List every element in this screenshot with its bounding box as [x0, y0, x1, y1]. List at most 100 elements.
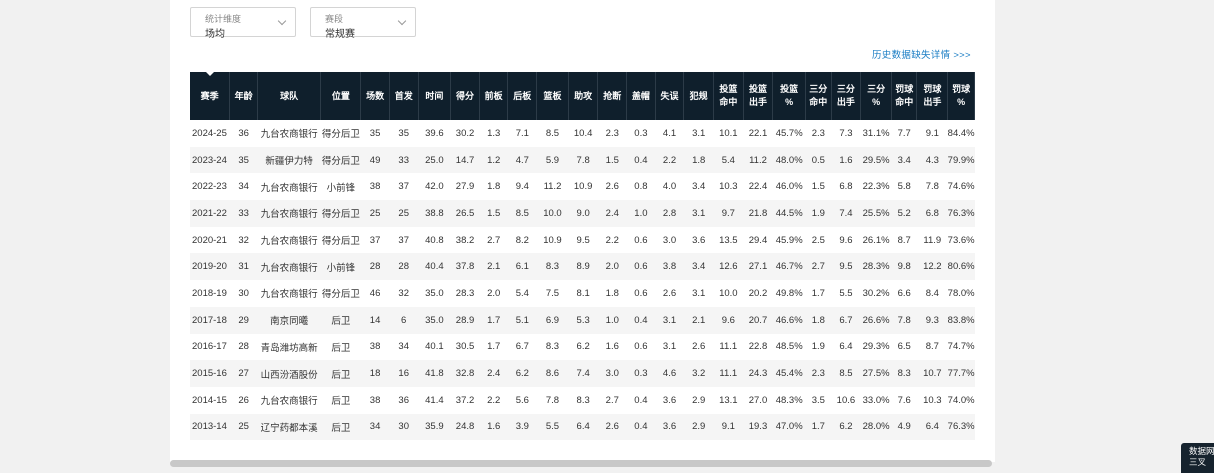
table-cell: 2.6 — [662, 287, 677, 299]
table-cell: 小前锋 — [326, 182, 356, 194]
horizontal-scrollbar[interactable] — [170, 460, 992, 467]
column-header[interactable]: 首发 — [389, 72, 419, 120]
table-cell: 22.3% — [862, 181, 890, 193]
table-cell: 27.0 — [748, 394, 768, 406]
column-header[interactable]: 抢断 — [597, 72, 628, 120]
column-header[interactable]: 后板 — [507, 72, 538, 120]
table-header-row: 赛季 年龄 球队 位置 场数 首发 时间 得分 前板 后板 篮板 助攻 抢断 盖帽 失误 犯规 投篮 命中 投篮 出手… — [190, 71, 975, 120]
column-header[interactable]: 位置 — [320, 72, 362, 120]
history-missing-data-link[interactable]: 历史数据缺失详情 >>> — [872, 50, 971, 61]
table-cell: 10.1 — [719, 127, 738, 139]
table-cell: 2021-22 — [190, 200, 230, 227]
column-header[interactable]: 罚球 出手 — [916, 72, 949, 120]
table-cell: 1.7 — [487, 341, 501, 353]
table-cell: 0.6 — [634, 234, 648, 246]
table-cell: 13.1 — [719, 394, 738, 406]
table-cell: 南京同曦 — [257, 306, 321, 334]
table-cell: 80.6% — [947, 253, 975, 281]
season-type-select[interactable]: 赛段 常规赛 — [310, 7, 416, 40]
table-cell: 9.1 — [713, 413, 744, 441]
table-cell: 24.8 — [450, 413, 480, 441]
table-cell: 0.5 — [805, 146, 832, 174]
table-cell: 25 — [389, 200, 419, 227]
column-header[interactable]: 投篮 命中 — [713, 72, 744, 120]
column-header[interactable]: 罚球% — [947, 72, 975, 120]
column-header[interactable]: 罚球 命中 — [891, 72, 918, 120]
table-cell: 1.0 — [597, 306, 627, 334]
column-header[interactable]: 三分% — [860, 72, 892, 120]
column-header[interactable]: 得分 — [450, 72, 480, 120]
table-cell: 1.7 — [811, 287, 825, 299]
table-cell: 8.9 — [568, 253, 598, 281]
column-header[interactable]: 三分 命中 — [805, 72, 832, 120]
table-cell: 1.3 — [487, 127, 501, 139]
table-cell: 2.6 — [597, 413, 627, 441]
table-cell: 得分后卫 — [321, 129, 360, 141]
table-row: 2014-15 26 九台农商银行 后卫 38 36 41.4 37.2 2.2 5.6 7.8 8.… — [190, 387, 975, 414]
table-cell: 29.3% — [862, 341, 890, 353]
column-header[interactable]: 场数 — [360, 72, 390, 120]
table-cell: 2.7 — [487, 234, 501, 246]
data-network-badge[interactable]: 数据网 三叉 — [1181, 443, 1214, 473]
column-header[interactable]: 犯规 — [683, 72, 714, 120]
table-cell: 2.2 — [487, 394, 501, 406]
table-cell: 九台农商银行 — [260, 289, 318, 301]
table-row: 2018-19 30 九台农商银行 得分后卫 46 32 35.0 28.3 2.0 5.4 7.5… — [190, 280, 975, 307]
table-cell: 8.7 — [925, 341, 939, 353]
table-cell: 8.4 — [925, 287, 939, 299]
column-header[interactable]: 盖帽 — [626, 72, 656, 120]
table-cell: 12.6 — [713, 253, 744, 281]
table-cell: 2.1 — [479, 253, 508, 281]
table-cell: 40.1 — [425, 341, 444, 353]
table-cell: 得分后卫 — [320, 200, 361, 227]
column-header[interactable]: 投篮% — [772, 72, 807, 120]
table-cell: 38 — [369, 394, 381, 406]
table-cell: 45.7% — [775, 127, 803, 139]
table-cell: 7.1 — [515, 127, 529, 139]
table-cell: 22.1 — [748, 127, 768, 139]
table-row: 2020-21 32 九台农商银行 得分后卫 37 37 40.8 38.2 2.7 8.2 10.… — [190, 227, 975, 254]
table-cell: 2018-19 — [192, 287, 227, 299]
column-header[interactable]: 篮板 — [536, 72, 569, 120]
column-header[interactable]: 投篮 出手 — [743, 72, 774, 120]
table-cell: 26.6% — [860, 306, 892, 334]
table-cell: 2.6 — [692, 341, 706, 353]
table-cell: 22.8 — [748, 341, 768, 353]
table-cell: 九台农商银行 — [260, 182, 318, 194]
table-cell: 11.1 — [719, 341, 738, 353]
table-cell: 74.7% — [947, 341, 975, 353]
table-cell: 36 — [398, 394, 409, 406]
table-cell: 7.8 — [891, 306, 917, 334]
table-cell: 2.2 — [605, 234, 619, 246]
stat-dimension-select[interactable]: 统计维度 场均 — [190, 7, 296, 40]
column-header[interactable]: 前板 — [479, 72, 509, 120]
table-cell: 0.6 — [634, 341, 648, 353]
table-cell: 6 — [389, 306, 419, 334]
table-row: 2015-16 27 山西汾酒股份 后卫 18 16 41.8 32.8 2.4 6.2 8.6 7.… — [190, 360, 975, 387]
table-cell: 1.8 — [683, 146, 714, 174]
table-cell: 2.7 — [805, 253, 832, 281]
table-cell: 1.9 — [805, 200, 832, 227]
table-cell: 42.0 — [425, 181, 444, 193]
table-cell: 2014-15 — [192, 394, 227, 406]
table-cell: 27.9 — [455, 181, 475, 193]
table-cell: 5.8 — [897, 181, 911, 193]
table-cell: 31 — [229, 253, 258, 281]
table-cell: 1.9 — [811, 341, 825, 353]
table-cell: 26 — [238, 394, 249, 406]
column-header[interactable]: 赛季 — [190, 71, 231, 120]
table-cell: 得分后卫 — [320, 146, 361, 174]
column-header[interactable]: 年龄 — [229, 72, 258, 120]
table-cell: 4.9 — [891, 413, 917, 441]
table-cell: 10.0 — [536, 200, 569, 227]
column-header[interactable]: 球队 — [257, 72, 322, 120]
table-cell: 28.3 — [455, 287, 475, 299]
column-header[interactable]: 三分 出手 — [831, 72, 862, 120]
table-cell: 47.0% — [772, 413, 806, 441]
column-header[interactable]: 时间 — [418, 72, 452, 120]
column-header[interactable]: 失误 — [655, 72, 685, 120]
table-cell: 38.8 — [418, 200, 451, 227]
table-cell: 11.2 — [543, 181, 562, 193]
table-cell: 30.2% — [862, 287, 890, 299]
column-header[interactable]: 助攻 — [568, 72, 599, 120]
